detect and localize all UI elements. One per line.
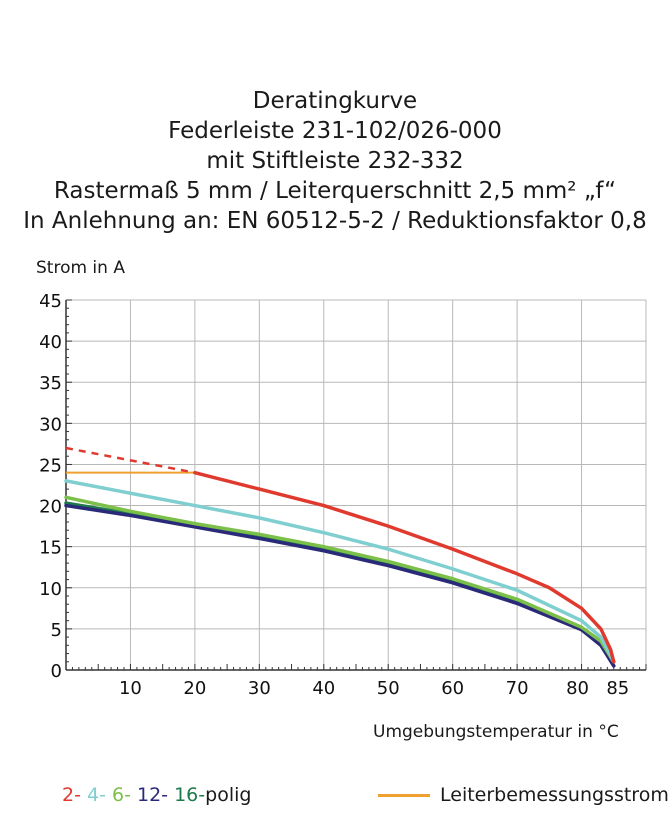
chart-title: Deratingkurve Federleiste 231-102/026-00… xyxy=(0,86,670,236)
x-tick-label: 10 xyxy=(119,678,142,699)
series-line xyxy=(64,479,616,664)
series-line xyxy=(64,503,616,668)
y-tick-label: 25 xyxy=(39,455,62,476)
title-line-4: Rastermaß 5 mm / Leiterquerschnitt 2,5 m… xyxy=(53,178,617,204)
x-tick-label: 50 xyxy=(377,678,400,699)
x-tick-label: 30 xyxy=(248,678,271,699)
y-tick-label: 10 xyxy=(39,579,62,600)
x-axis-label: Umgebungstemperatur in °C xyxy=(373,722,619,742)
legend-poles: 2- 4- 6- 12- 16-polig xyxy=(62,784,251,806)
legend-pole-16: 16- xyxy=(174,784,206,806)
legend-pole-2: 2- xyxy=(62,784,81,806)
legend-rated-current: Leiterbemessungsstrom xyxy=(378,784,669,806)
x-tick-label: 85 xyxy=(606,678,629,699)
series-dashed-line xyxy=(65,446,196,474)
legend-pole-4: 4- xyxy=(87,784,106,806)
title-line-5: In Anlehnung an: EN 60512-5-2 / Reduktio… xyxy=(23,208,647,234)
legend-rated-line-icon xyxy=(378,793,430,797)
title-line-1: Deratingkurve xyxy=(252,88,418,114)
y-tick-label: 30 xyxy=(39,414,62,435)
y-tick-label: 0 xyxy=(51,661,62,682)
x-tick-label: 80 xyxy=(566,678,589,699)
legend-pole-12: 12- xyxy=(137,784,169,806)
legend-rated-label: Leiterbemessungsstrom xyxy=(440,784,669,806)
y-axis-label: Strom in A xyxy=(36,258,125,278)
x-tick-label: 70 xyxy=(506,678,529,699)
y-tick-label: 40 xyxy=(39,332,62,353)
x-tick-label: 40 xyxy=(312,678,335,699)
series-line xyxy=(193,470,616,664)
x-tick-label: 60 xyxy=(441,678,464,699)
y-tick-label: 35 xyxy=(39,373,62,394)
legend-pole-6: 6- xyxy=(112,784,131,806)
y-tick-label: 15 xyxy=(39,538,62,559)
y-tick-label: 5 xyxy=(51,620,62,641)
series-line xyxy=(64,501,616,668)
y-tick-label: 45 xyxy=(39,291,62,312)
x-tick-label: 20 xyxy=(183,678,206,699)
title-line-3: mit Stiftleiste 232-332 xyxy=(206,148,464,174)
title-line-2: Federleiste 231-102/026-000 xyxy=(168,118,502,144)
series-line xyxy=(64,495,616,664)
y-tick-label: 20 xyxy=(39,497,62,518)
legend-pole-suffix: polig xyxy=(205,784,252,806)
